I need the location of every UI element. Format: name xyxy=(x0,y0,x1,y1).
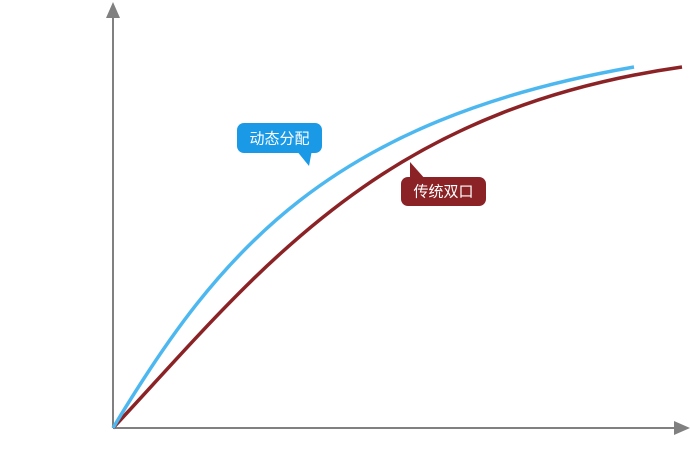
callout-label: 传统双口 xyxy=(413,183,473,201)
callout-box xyxy=(401,177,486,206)
dynamic-callout: 动态分配 xyxy=(237,123,322,166)
traditional-curve xyxy=(111,65,683,430)
traditional-callout: 传统双口 xyxy=(401,162,486,206)
callout-tail xyxy=(296,150,312,166)
callout-tail xyxy=(410,162,426,180)
x-axis-arrow xyxy=(674,421,690,435)
callout-label: 动态分配 xyxy=(249,130,309,148)
callout-box xyxy=(237,123,322,153)
y-axis-arrow xyxy=(106,2,120,18)
dynamic-curve xyxy=(111,65,635,429)
